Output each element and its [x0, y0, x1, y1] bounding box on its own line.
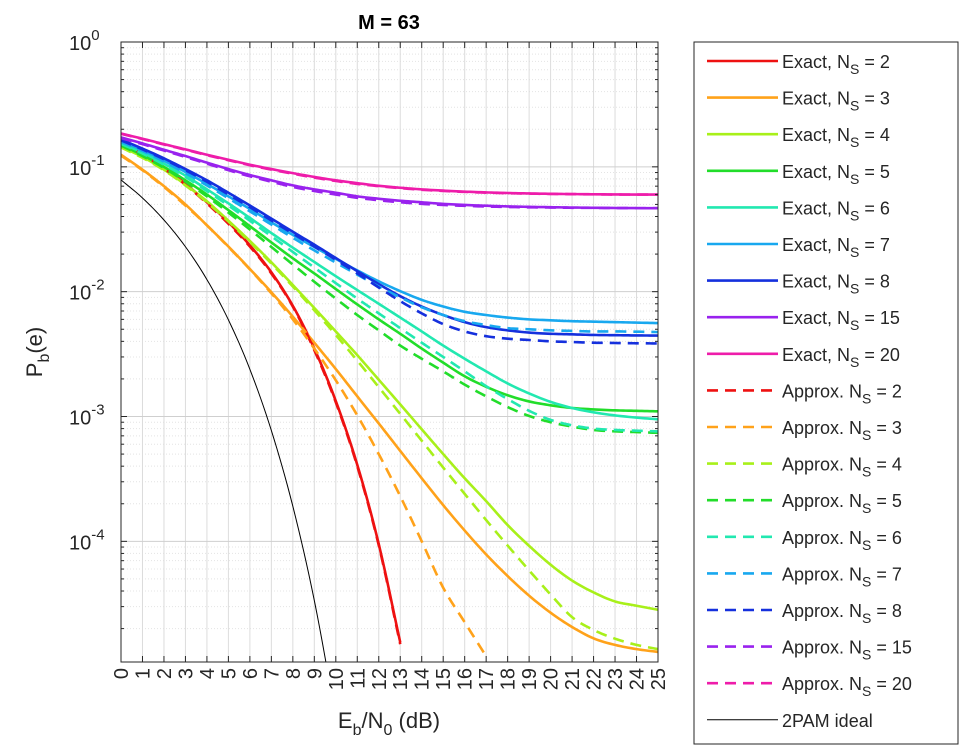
- x-tick-label: 25: [648, 668, 670, 690]
- x-tick-label: 6: [240, 668, 262, 679]
- series-line: [121, 142, 658, 433]
- legend-label: Exact, NS = 8: [782, 272, 890, 297]
- legend-label: Approx. NS = 2: [782, 381, 902, 406]
- legend-box: [693, 41, 959, 745]
- y-tick-labels: 100 10-1 10-2 10-3 10-4: [69, 27, 105, 554]
- chart-title: M = 63: [358, 12, 420, 34]
- y-tick-label: 10-4: [69, 526, 105, 554]
- y-tick-label: 10-1: [69, 152, 105, 180]
- legend-label: Approx. NS = 4: [782, 455, 902, 480]
- x-tick-label: 16: [455, 668, 477, 690]
- legend-label: Exact, NS = 4: [782, 125, 890, 150]
- x-tick-label: 23: [605, 668, 627, 690]
- series-layer: [121, 132, 658, 662]
- series-line: [121, 136, 658, 210]
- x-tick-label: 14: [412, 668, 434, 690]
- legend: Exact, NS = 2 Exact, NS = 3 Exact, NS = 4 E…: [693, 41, 959, 745]
- series-line: [121, 144, 658, 435]
- x-tick-label: 0: [111, 668, 133, 679]
- y-tick-label: 10-3: [69, 402, 105, 430]
- legend-label: Approx. NS = 7: [782, 564, 902, 589]
- x-tick-label: 8: [283, 668, 305, 679]
- x-axis-label: Eb/N0 (dB): [338, 708, 440, 739]
- legend-label: Approx. NS = 20: [782, 674, 912, 699]
- legend-label: Exact, NS = 2: [782, 52, 890, 77]
- x-tick-label: 9: [304, 668, 326, 679]
- plot-area: [121, 42, 658, 662]
- series-line: [121, 132, 658, 196]
- x-tick-label: 2: [154, 668, 176, 679]
- series-line: [121, 140, 658, 334]
- x-tick-label: 18: [498, 668, 520, 690]
- series-line: [121, 145, 658, 612]
- x-tick-label: 1: [132, 668, 154, 679]
- legend-label: Approx. NS = 3: [782, 418, 902, 443]
- x-tick-label: 22: [584, 668, 606, 690]
- y-axis-label: Pb(e): [22, 327, 53, 377]
- series-line: [121, 146, 658, 651]
- y-tick-label: 10-2: [69, 277, 105, 305]
- legend-label: Exact, NS = 20: [782, 345, 900, 370]
- x-tick-label: 21: [562, 668, 584, 690]
- x-tick-label: 5: [218, 668, 240, 679]
- x-tick-label: 24: [627, 668, 649, 690]
- x-tick-label: 15: [433, 668, 455, 690]
- x-tick-labels: 0 1 2 3 4 5 6 7 8 9 10 11 12 13 14 15 16 17 18 19 20 21 22 23 24…: [111, 668, 670, 690]
- x-tick-label: 4: [197, 668, 219, 679]
- legend-label: Exact, NS = 15: [782, 308, 900, 333]
- x-tick-label: 17: [476, 668, 498, 690]
- legend-label: Exact, NS = 3: [782, 89, 890, 114]
- legend-label: Approx. NS = 6: [782, 528, 902, 553]
- legend-label: Approx. NS = 5: [782, 491, 902, 516]
- x-tick-label: 3: [175, 668, 197, 679]
- legend-items: Exact, NS = 2 Exact, NS = 3 Exact, NS = 4 E…: [707, 52, 912, 731]
- x-tick-label: 13: [390, 668, 412, 690]
- x-tick-label: 12: [369, 668, 391, 690]
- legend-label: Exact, NS = 5: [782, 162, 890, 187]
- y-tick-label: 100: [69, 27, 100, 55]
- legend-label: Exact, NS = 6: [782, 198, 890, 223]
- series-line: [121, 141, 402, 645]
- x-tick-label: 7: [261, 668, 283, 679]
- legend-label: Approx. NS = 15: [782, 638, 912, 663]
- series-line: [121, 139, 658, 345]
- legend-label: Approx. NS = 8: [782, 601, 902, 626]
- series-line: [121, 140, 658, 325]
- series-line: [121, 179, 327, 662]
- x-tick-label: 19: [519, 668, 541, 690]
- x-tick-label: 10: [326, 668, 348, 690]
- series-line: [121, 154, 488, 657]
- series-line: [121, 141, 658, 421]
- tick-marks: [120, 41, 659, 662]
- x-tick-label: 20: [541, 668, 563, 690]
- x-tick-label: 11: [347, 668, 369, 689]
- legend-label: 2PAM ideal: [782, 711, 873, 731]
- plot-frame: [120, 41, 659, 663]
- legend-label: Exact, NS = 7: [782, 235, 890, 260]
